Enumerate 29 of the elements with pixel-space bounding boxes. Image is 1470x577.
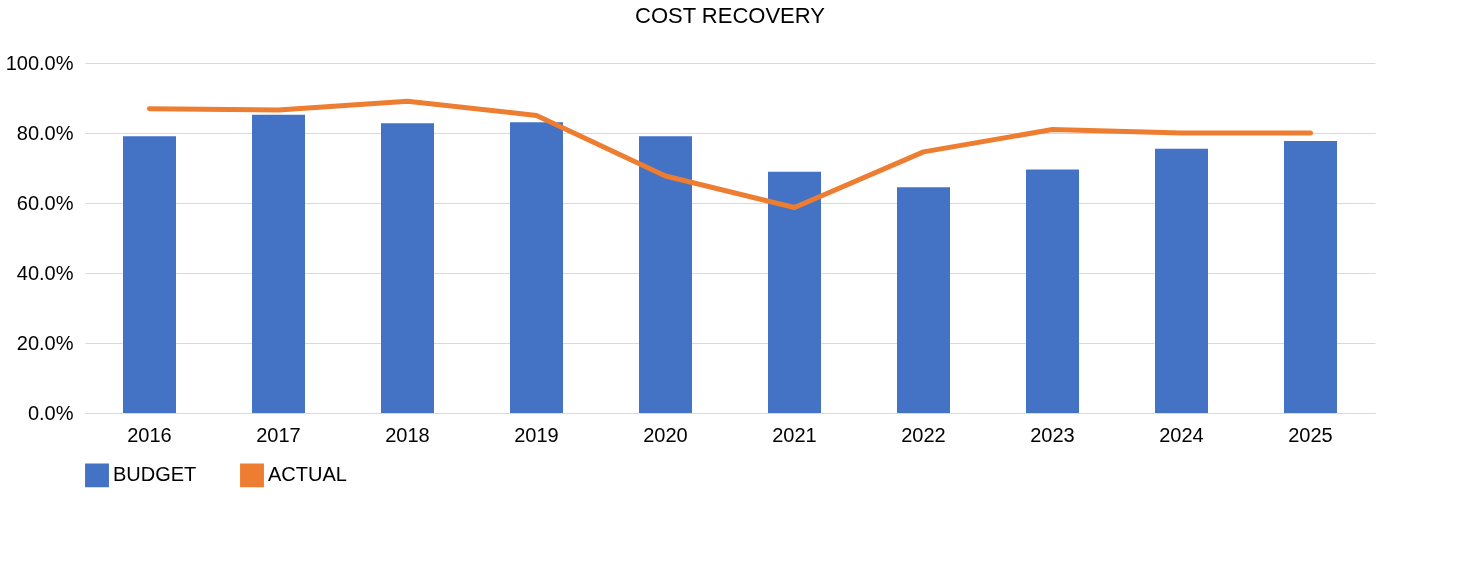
x-tick-label: 2021 bbox=[772, 423, 817, 446]
x-tick-label: 2019 bbox=[514, 423, 559, 446]
bar bbox=[1284, 141, 1337, 413]
bar bbox=[897, 187, 950, 413]
y-tick-label: 60.0% bbox=[16, 191, 74, 214]
x-tick-label: 2022 bbox=[901, 423, 946, 446]
legend-label: BUDGET bbox=[113, 463, 197, 486]
chart-title: COST RECOVERY bbox=[635, 3, 826, 28]
y-tick-label: 0.0% bbox=[27, 401, 74, 424]
x-tick-label: 2018 bbox=[385, 423, 430, 446]
x-tick-label: 2024 bbox=[1159, 423, 1204, 446]
x-tick-label: 2025 bbox=[1288, 423, 1333, 446]
y-tick-label: 20.0% bbox=[16, 331, 74, 354]
x-tick-label: 2023 bbox=[1030, 423, 1075, 446]
x-tick-label: 2017 bbox=[256, 423, 301, 446]
x-tick-label: 2020 bbox=[643, 423, 688, 446]
bar bbox=[768, 171, 821, 413]
bar bbox=[381, 123, 434, 413]
bar bbox=[639, 136, 692, 413]
x-tick-label: 2016 bbox=[127, 423, 172, 446]
legend-label: ACTUAL bbox=[268, 463, 347, 486]
bar bbox=[123, 136, 176, 413]
y-tick-label: 40.0% bbox=[16, 261, 74, 284]
y-tick-label: 100.0% bbox=[5, 51, 74, 74]
y-tick-label: 80.0% bbox=[16, 121, 74, 144]
bar bbox=[252, 114, 305, 413]
bar bbox=[510, 122, 563, 413]
bar bbox=[1155, 148, 1208, 413]
bar bbox=[1026, 169, 1079, 413]
